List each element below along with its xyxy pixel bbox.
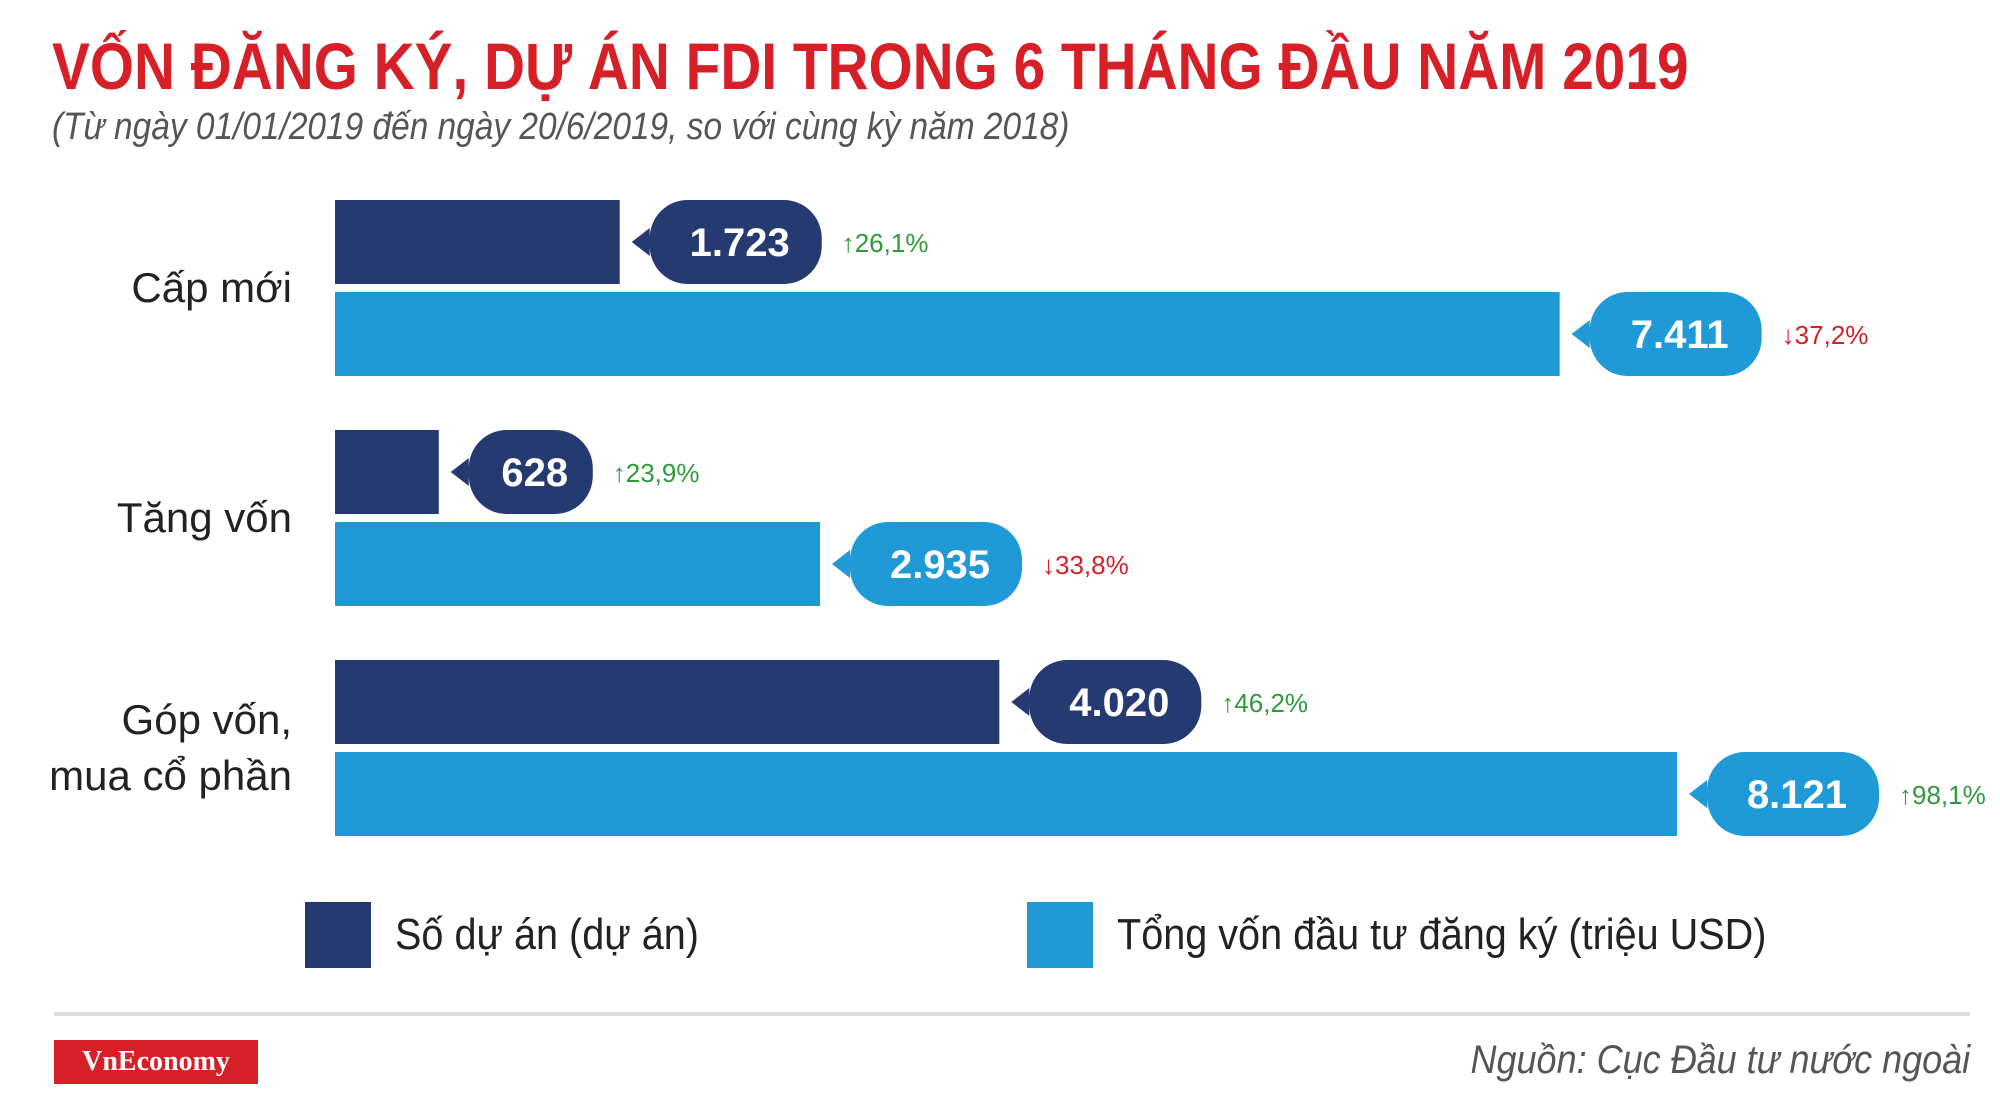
bar-capital: [335, 522, 821, 606]
value-callout: [1689, 752, 1879, 836]
bar-chart: Cấp mới 1.723 ↑26,1% 7.411 ↓37,2% Tăng vốn 628…: [49, 200, 1986, 836]
legend-swatch-capital: [1027, 902, 1093, 968]
change-up-label: ↑46,2%: [1221, 688, 1308, 718]
chart-subtitle: (Từ ngày 01/01/2019 đến ngày 20/6/2019, …: [52, 106, 1070, 148]
logo-text: VnEconomy: [82, 1046, 230, 1077]
bar-projects: [335, 430, 439, 514]
change-up-label: ↑98,1%: [1899, 780, 1986, 810]
value-callout: [832, 522, 1023, 606]
legend-label-projects: Số dự án (dự án): [395, 910, 699, 959]
legend-item-projects: Số dự án (dự án): [305, 902, 733, 968]
value-callout: [631, 200, 822, 284]
chart-title: VỐN ĐĂNG KÝ, DỰ ÁN FDI TRONG 6 THÁNG ĐẦU…: [52, 29, 1689, 103]
source-note: Nguồn: Cục Đầu tư nước ngoài: [1470, 1038, 1970, 1082]
value-label: 1.723: [690, 221, 790, 265]
category-label: mua cổ phần: [49, 752, 292, 799]
bar-capital: [335, 292, 1560, 376]
bar-capital: [335, 752, 1677, 836]
change-up-label: ↑26,1%: [842, 228, 929, 258]
category-label: Tăng vốn: [117, 494, 292, 541]
value-callout: [450, 430, 593, 514]
vneconomy-logo: VnEconomy: [54, 1040, 258, 1084]
change-down-label: ↓37,2%: [1782, 320, 1869, 350]
value-label: 2.935: [890, 543, 990, 587]
category-label: Góp vốn,: [122, 696, 292, 743]
legend-label-capital: Tổng vốn đầu tư đăng ký (triệu USD): [1117, 910, 1767, 959]
value-callout: [1011, 660, 1202, 744]
bar-projects: [335, 200, 620, 284]
legend-swatch-projects: [305, 902, 371, 968]
value-label: 4.020: [1069, 681, 1169, 725]
value-label: 7.411: [1631, 313, 1729, 357]
value-callout: [1571, 292, 1762, 376]
category-label: Cấp mới: [131, 264, 292, 311]
value-label: 8.121: [1747, 773, 1847, 817]
value-label: 628: [501, 451, 568, 495]
change-up-label: ↑23,9%: [613, 458, 700, 488]
change-down-label: ↓33,8%: [1042, 550, 1129, 580]
footer-divider: [54, 1012, 1970, 1016]
legend-item-capital: Tổng vốn đầu tư đăng ký (triệu USD): [1027, 902, 1839, 968]
bar-projects: [335, 660, 1000, 744]
